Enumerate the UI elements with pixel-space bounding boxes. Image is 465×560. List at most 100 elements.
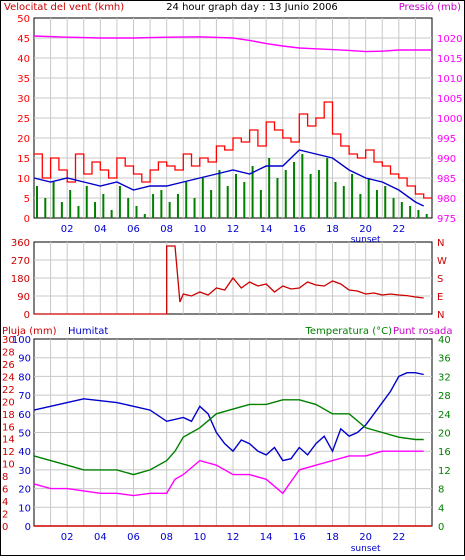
pressure-tick-label: 980 (437, 194, 456, 205)
wind-speed-tick-label: 30 (17, 94, 30, 105)
compass-tick-label: N (437, 310, 444, 321)
humidity-tick-label: 0 (25, 522, 31, 533)
wind-speed-tick-label: 20 (17, 134, 30, 145)
temperature-axis-title: Temperatura (°C) (304, 326, 392, 337)
direction-tick-label: 360 (11, 238, 30, 249)
hour-tick-label: 04 (94, 532, 107, 543)
wind-speed-tick-label: 15 (17, 154, 30, 165)
rain-axis-title: Pluja (mm) (2, 326, 57, 337)
pressure-tick-label: 990 (437, 154, 456, 165)
temperature-tick-label: 32 (438, 372, 451, 383)
hour-tick-label: 14 (260, 224, 273, 235)
hour-tick-label: 14 (260, 532, 273, 543)
wind-direction-series-line (34, 245, 424, 315)
pressure-tick-label: 1000 (437, 114, 462, 125)
hour-tick-label: 12 (227, 224, 240, 235)
wind-speed-tick-label: 0 (24, 214, 30, 225)
pressure-tick-label: 1015 (437, 54, 462, 65)
humidity-tick-label: 80 (18, 372, 31, 383)
rain-tick-label: 12 (2, 447, 15, 458)
rain-tick-label: 2 (2, 510, 8, 521)
rain-tick-label: 6 (2, 485, 8, 496)
compass-tick-label: W (437, 256, 447, 267)
temperature-tick-label: 0 (438, 522, 444, 533)
wind-speed-tick-label: 10 (17, 174, 30, 185)
temperature-tick-label: 40 (438, 335, 451, 346)
pressure-tick-label: 1020 (437, 34, 462, 45)
pressure-tick-label: 1005 (437, 94, 462, 105)
temperature-tick-label: 4 (438, 503, 444, 514)
hour-tick-label: 18 (326, 532, 339, 543)
temperature-tick-label: 36 (438, 354, 451, 365)
hour-tick-label: 16 (293, 224, 306, 235)
rain-tick-label: 22 (2, 385, 15, 396)
rain-tick-label: 10 (2, 460, 15, 471)
rain-tick-label: 30 (2, 335, 15, 346)
hour-tick-label: 10 (193, 224, 206, 235)
pressure-tick-label: 1010 (437, 74, 462, 85)
temperature-tick-label: 8 (438, 485, 444, 496)
hour-tick-label: 06 (127, 224, 140, 235)
sunset-marker: sunset (351, 235, 381, 245)
series-layer (33, 35, 432, 527)
wind-speed-tick-label: 50 (17, 14, 30, 25)
direction-tick-label: 180 (11, 274, 30, 285)
hour-tick-label: 22 (392, 224, 405, 235)
wind-speed-tick-label: 5 (24, 194, 30, 205)
temperature-series-line (33, 399, 424, 476)
pressure-tick-label: 975 (437, 214, 456, 225)
rain-tick-label: 26 (2, 360, 15, 371)
hour-tick-label: 08 (160, 532, 173, 543)
humidity-axis-title: Humitat (68, 326, 108, 337)
humidity-tick-label: 10 (18, 503, 31, 514)
wind-speed-tick-label: 25 (17, 114, 30, 125)
humidity-tick-label: 60 (18, 410, 31, 421)
direction-tick-label: 90 (17, 292, 30, 303)
humidity-tick-label: 100 (12, 335, 31, 346)
hour-tick-label: 04 (94, 224, 107, 235)
rain-tick-label: 14 (2, 435, 15, 446)
wind-speed-axis-title: Velocitat del vent (kmh) (4, 2, 124, 13)
grid-layer (34, 18, 432, 526)
wind-gust-series-line (34, 101, 432, 199)
rain-tick-label: 8 (2, 472, 8, 483)
compass-tick-label: S (437, 274, 443, 285)
rain-tick-label: 16 (2, 422, 15, 433)
humidity-tick-label: 40 (18, 447, 31, 458)
hour-tick-label: 02 (61, 532, 74, 543)
hour-tick-label: 18 (326, 224, 339, 235)
rain-tick-label: 0 (2, 522, 8, 533)
rain-tick-label: 18 (2, 410, 15, 421)
pressure-series-line (33, 35, 432, 53)
graph-day-title: 24 hour graph day : 13 Junio 2006 (166, 2, 338, 13)
compass-tick-label: E (437, 292, 443, 303)
dewpoint-axis-title: Punt rosada (393, 326, 452, 337)
hour-tick-label: 10 (193, 532, 206, 543)
wind-average-series-line (33, 149, 425, 207)
hour-tick-label: 02 (61, 224, 74, 235)
dewpoint-series-line (33, 450, 424, 497)
humidity-series-line (33, 372, 424, 462)
axis-labels-layer: 0510152025303540455097598098599099510001… (2, 14, 462, 554)
rain-tick-label: 24 (2, 372, 15, 383)
pressure-tick-label: 985 (437, 174, 456, 185)
rain-tick-label: 4 (2, 497, 8, 508)
pressure-tick-label: 995 (437, 134, 456, 145)
humidity-tick-label: 70 (18, 391, 31, 402)
wind-speed-tick-label: 45 (17, 34, 30, 45)
humidity-tick-label: 50 (18, 429, 31, 440)
rain-tick-label: 28 (2, 347, 15, 358)
rain-tick-label: 20 (2, 397, 15, 408)
wind-speed-tick-label: 40 (17, 54, 30, 65)
hour-tick-label: 20 (359, 532, 372, 543)
pressure-axis-title: Pressió (mb) (399, 1, 461, 13)
hour-tick-label: 06 (127, 532, 140, 543)
humidity-tick-label: 90 (18, 354, 31, 365)
wind-speed-tick-label: 35 (17, 74, 30, 85)
hour-tick-label: 20 (359, 224, 372, 235)
sunset-marker: sunset (351, 544, 381, 554)
humidity-tick-label: 20 (18, 485, 31, 496)
temperature-tick-label: 12 (438, 466, 451, 477)
